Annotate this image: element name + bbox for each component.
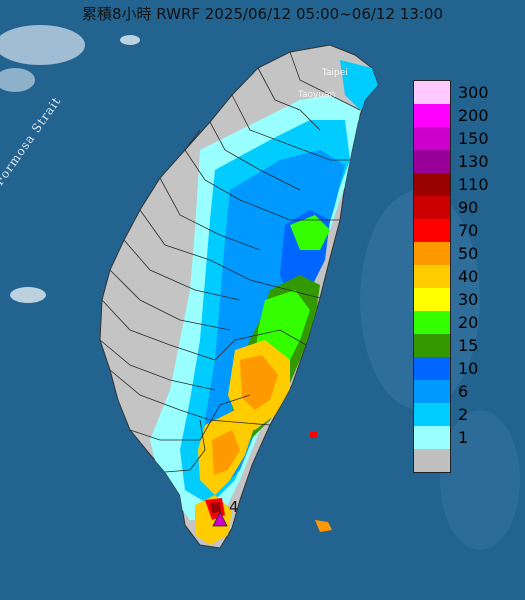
legend-label: 15 <box>458 336 479 355</box>
city-label-taipei: Taipei <box>322 68 348 78</box>
legend-label: 2 <box>458 405 469 424</box>
county-boundaries <box>99 51 361 473</box>
legend-label: 20 <box>458 313 479 332</box>
orchid-island <box>315 520 332 532</box>
legend-label: 150 <box>458 129 489 148</box>
legend-swatch <box>414 403 450 426</box>
city-label-taoyuan: Taoyuan <box>298 90 336 100</box>
legend-swatch <box>414 127 450 150</box>
max-station-value: 4 <box>229 498 239 516</box>
legend-swatch <box>414 104 450 127</box>
legend-label: 110 <box>458 175 489 194</box>
legend-label: 200 <box>458 106 489 125</box>
legend-swatch <box>414 196 450 219</box>
legend-swatch <box>414 265 450 288</box>
legend-swatch <box>414 150 450 173</box>
cloud-patch <box>0 25 85 65</box>
max-station-marker-icon <box>212 511 228 527</box>
legend-label: 6 <box>458 382 469 401</box>
legend-swatch <box>414 449 450 472</box>
rainfall-field <box>150 60 378 545</box>
legend-label: 10 <box>458 359 479 378</box>
legend-swatch <box>414 219 450 242</box>
legend-swatch <box>414 242 450 265</box>
legend-swatch <box>414 334 450 357</box>
legend-swatch <box>414 173 450 196</box>
legend-label: 50 <box>458 244 479 263</box>
legend-swatch <box>414 81 450 104</box>
legend-swatch <box>414 311 450 334</box>
legend-label: 1 <box>458 428 469 447</box>
legend-label: 90 <box>458 198 479 217</box>
green-island <box>310 432 317 438</box>
legend-label: 40 <box>458 267 479 286</box>
legend-swatch <box>414 380 450 403</box>
legend-swatch <box>414 426 450 449</box>
legend-label: 300 <box>458 83 489 102</box>
page-title: 累積8小時 RWRF 2025/06/12 05:00~06/12 13:00 <box>81 5 444 23</box>
legend-label: 70 <box>458 221 479 240</box>
legend-label: 30 <box>458 290 479 309</box>
legend-label: 130 <box>458 152 489 171</box>
legend-swatch <box>414 357 450 380</box>
legend-swatch <box>414 288 450 311</box>
rainfall-legend <box>413 80 451 473</box>
